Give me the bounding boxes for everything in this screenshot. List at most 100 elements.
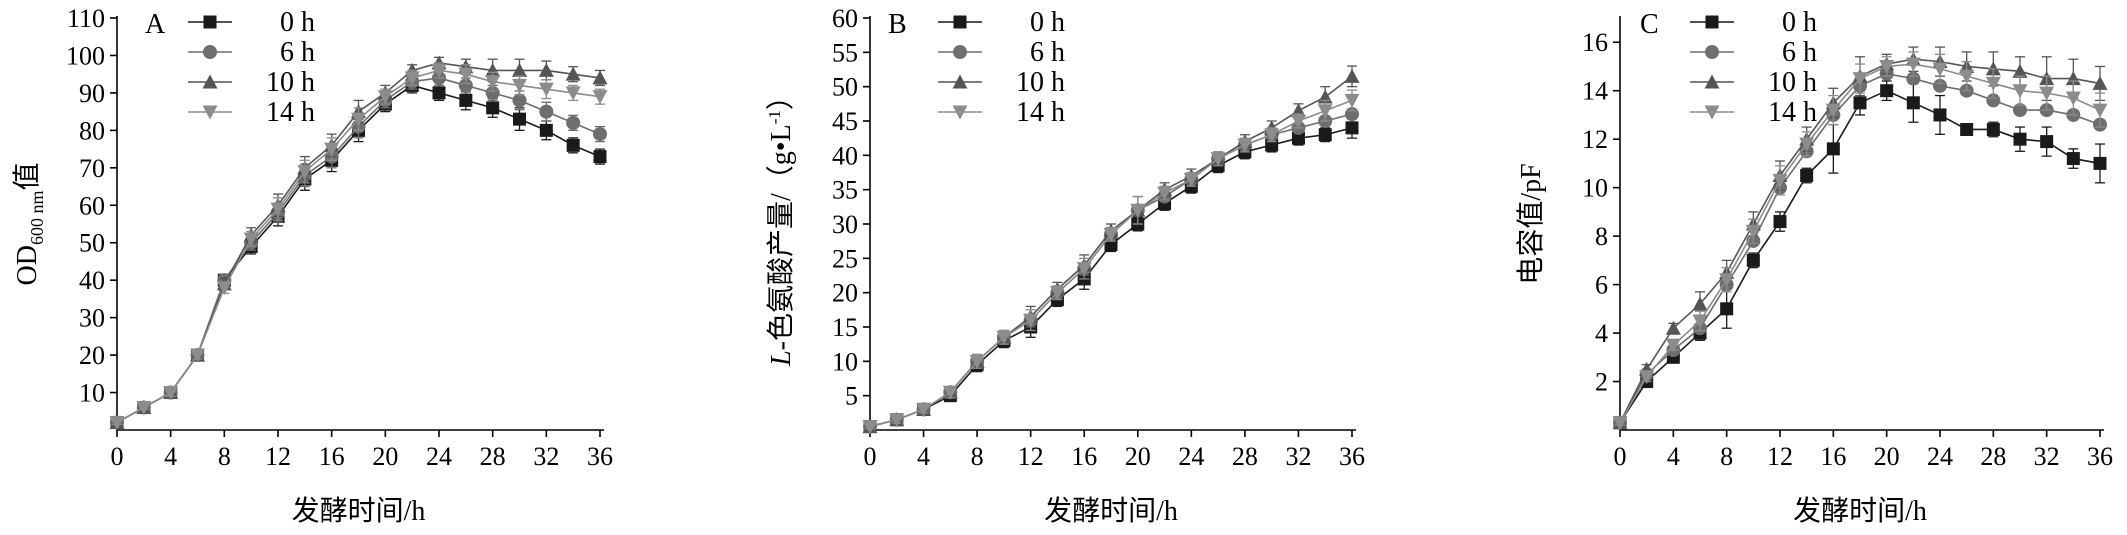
y-tick-label: 8 [1595, 222, 1608, 251]
data-point [1665, 320, 1681, 335]
data-point [2039, 86, 2055, 101]
y-tick-label: 60 [832, 4, 858, 33]
data-point [996, 330, 1012, 345]
data-point [1746, 253, 1760, 267]
y-tick-label: 20 [79, 341, 105, 370]
y-tick-label: 5 [845, 382, 858, 411]
data-point [1772, 173, 1788, 188]
data-point [2092, 103, 2108, 118]
data-point [2093, 156, 2107, 170]
series-0h [863, 116, 1359, 434]
y-tick-label: 40 [832, 141, 858, 170]
data-point [1290, 114, 1306, 129]
legend-label: 0 h [280, 7, 315, 38]
panel-a: 0 4 8 12 16 20 24 28 32 36 10 20 30 40 50 60 70 80 90 100 11… [11, 4, 613, 527]
series-0h [1613, 80, 2107, 430]
legend-label: 0 h [1782, 7, 1817, 38]
data-point [566, 115, 581, 130]
y-tick-label: 16 [1582, 28, 1608, 57]
data-point [2013, 132, 2027, 146]
legend-label: 14 h [1016, 97, 1065, 128]
x-tick-label: 4 [164, 442, 177, 471]
x-tick-label: 32 [533, 442, 559, 471]
data-point [486, 101, 500, 115]
data-point [1665, 338, 1681, 353]
data-point [1826, 142, 1840, 156]
data-point [593, 127, 607, 142]
data-point [1210, 152, 1226, 167]
legend-item: 0 h [1690, 7, 1817, 38]
x-tick-label: 8 [1720, 442, 1733, 471]
data-point [1932, 62, 1948, 77]
legend: 0 h6 h10 h14 h [188, 7, 315, 128]
series-14h [862, 89, 1360, 435]
y-tick-label: 90 [79, 79, 105, 108]
legend: 0 h6 h10 h14 h [1690, 7, 1817, 128]
x-tick-label: 36 [1339, 442, 1365, 471]
data-point [163, 386, 179, 401]
data-point [539, 123, 553, 137]
data-point [916, 402, 932, 417]
data-point [190, 348, 205, 363]
y-tick-label: 30 [832, 210, 858, 239]
data-point [1692, 296, 1708, 311]
data-point [458, 78, 473, 93]
data-point [1800, 169, 1814, 183]
legend-marker [1704, 105, 1720, 120]
data-point [1318, 128, 1332, 142]
y-tick-label: 15 [832, 313, 858, 342]
x-tick-label: 32 [1285, 442, 1311, 471]
data-point [1183, 172, 1199, 187]
data-point [1986, 93, 2001, 108]
series-line [1619, 63, 2101, 424]
panel-b: 0 4 8 12 16 20 24 28 32 36 5 10 15 20 25 30 35 40 45 50 55 60… [765, 4, 1365, 527]
y-tick-label: 35 [832, 176, 858, 205]
legend: 0 h6 h10 h14 h [938, 7, 1065, 128]
legend-marker [202, 74, 218, 89]
x-tick-label: 24 [426, 442, 452, 471]
x-tick-label: 16 [319, 442, 345, 471]
data-point [1130, 203, 1146, 218]
series-6h [1613, 66, 2107, 430]
data-point [1773, 215, 1787, 229]
legend-item: 14 h [188, 97, 315, 128]
legend-label: 14 h [266, 97, 315, 128]
y-tick-label: 12 [1582, 125, 1608, 154]
legend-item: 0 h [188, 7, 315, 38]
data-point [458, 67, 474, 82]
data-point [1103, 227, 1119, 242]
legend-label: 14 h [1768, 97, 1817, 128]
legend-label: 10 h [266, 67, 315, 98]
series-line [869, 99, 1353, 428]
data-point [432, 86, 446, 100]
x-tick-label: 12 [265, 442, 291, 471]
data-point [1985, 76, 2001, 91]
x-tick-label: 4 [917, 442, 930, 471]
data-point [2092, 75, 2108, 90]
y-tick-label: 4 [1595, 319, 1608, 348]
panel-c: 0 4 8 12 16 20 24 28 32 36246810121416发酵时间/h电容值/p… [1515, 7, 2113, 527]
x-tick-label: 12 [1767, 442, 1793, 471]
y-tick-label: 45 [832, 107, 858, 136]
data-point [351, 112, 366, 127]
y-tick-label: 50 [832, 73, 858, 102]
data-point [1825, 103, 1841, 118]
data-point [485, 62, 501, 77]
data-point [431, 63, 447, 78]
x-tick-label: 16 [1820, 442, 1846, 471]
data-point [2013, 103, 2027, 118]
y-axis-title: L-色氨酸产量/（g•L-1） [765, 82, 797, 367]
y-tick-label: 100 [66, 41, 105, 70]
data-point [1692, 314, 1708, 329]
data-point [485, 85, 500, 100]
data-point [2012, 63, 2028, 78]
series-line [1619, 89, 2101, 424]
data-point [538, 62, 554, 77]
legend-label: 10 h [1768, 67, 1817, 98]
x-tick-label: 0 [864, 442, 877, 471]
x-tick-label: 36 [2087, 442, 2113, 471]
legend-item: 10 h [938, 67, 1065, 98]
x-tick-label: 32 [2034, 442, 2060, 471]
legend-item: 14 h [938, 97, 1065, 128]
